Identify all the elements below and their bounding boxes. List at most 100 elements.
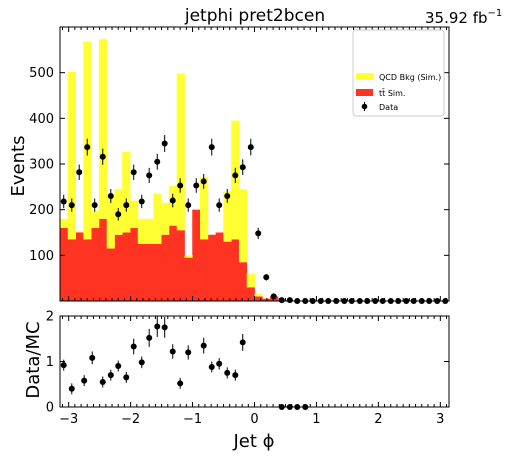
ttbar-bar-21 [223, 241, 232, 301]
chart-title: jetphi pret2bcen [184, 6, 325, 26]
bottom-y-tick-label-0: 0 [46, 401, 54, 416]
data-point-1 [68, 198, 75, 212]
qcd-bar-25 [254, 294, 263, 297]
ratio-point-4 [99, 376, 106, 388]
ratio-point-marker-0 [60, 362, 67, 369]
ttbar-bar-4 [91, 227, 100, 301]
qcd-bar-5 [98, 38, 108, 219]
ratio-point-10 [146, 328, 153, 347]
legend-label-data: Data [379, 103, 398, 112]
ratio-point-marker-15 [185, 349, 192, 356]
luminosity-exponent: −1 [488, 8, 503, 19]
data-point-marker-24 [247, 144, 254, 151]
qcd-bar-15 [176, 73, 185, 231]
x-tick-label-6: 3 [436, 412, 444, 427]
ratio-point-19 [224, 367, 231, 379]
legend-label-ttbar: tt̄ Sim. [379, 88, 405, 98]
ratio-point-marker-3 [89, 354, 96, 361]
qcd-bar-18 [200, 176, 209, 240]
ttbar-bar-13 [161, 234, 170, 301]
top-axes: 100 200 300 400 500 [29, 26, 450, 302]
data-point-marker-3 [84, 144, 91, 151]
data-point-16 [185, 198, 192, 212]
y-axis-label-top: Events [8, 136, 29, 197]
ratio-point-marker-10 [146, 334, 153, 341]
ttbar-bar-10 [137, 243, 146, 301]
ratio-point-20 [232, 369, 239, 381]
data-point-marker-20 [216, 202, 223, 209]
y-axis-label-bottom: Data/MC [23, 321, 44, 398]
ttbar-bar-8 [122, 232, 131, 301]
legend-marker-data [361, 102, 368, 111]
ratio-point-marker-21 [239, 339, 246, 346]
data-point-21 [224, 189, 231, 203]
legend-swatch-ttbar [356, 89, 373, 96]
ratio-point-marker-7 [123, 374, 130, 381]
data-point-marker-19 [208, 144, 215, 151]
data-point-27 [270, 293, 277, 300]
ratio-point-marker-18 [216, 360, 223, 367]
ttbar-bar-3 [83, 239, 92, 301]
x-tick-label-2: −1 [183, 412, 202, 427]
data-point-marker-9 [130, 169, 137, 176]
bottom-y-tick-label-2: 2 [46, 310, 54, 325]
data-point-23 [239, 159, 246, 176]
top-histogram [60, 38, 279, 301]
qcd-bar-16 [184, 255, 193, 258]
data-point-marker-22 [232, 172, 239, 179]
qcd-bar-1 [67, 71, 76, 240]
data-point-marker-16 [185, 202, 192, 209]
ratio-point-marker-20 [232, 372, 239, 379]
ratio-point-marker-2 [81, 377, 88, 384]
qcd-bar-9 [130, 200, 139, 228]
ratio-point-1 [68, 383, 75, 395]
ttbar-bar-11 [145, 243, 154, 301]
ratio-point-9 [138, 356, 145, 369]
ratio-point-marker-12 [161, 324, 168, 331]
ratio-point-marker-17 [208, 363, 215, 370]
ttbar-bar-15 [176, 230, 185, 301]
data-point-25 [255, 227, 262, 239]
ratio-point-16 [200, 337, 207, 354]
legend-frame [352, 29, 445, 117]
ratio-point-17 [208, 361, 215, 373]
ttbar-bar-1 [67, 239, 76, 301]
ratio-point-marker-5 [107, 372, 114, 379]
data-point-20 [216, 198, 223, 212]
ratio-point-marker-11 [154, 323, 161, 330]
x-tick-label-3: 0 [250, 412, 258, 427]
x-tick-label-4: 1 [312, 412, 320, 427]
ratio-point-13 [169, 344, 176, 359]
data-point-9 [130, 164, 137, 180]
qcd-bar-21 [223, 191, 232, 242]
data-point-11 [146, 167, 153, 183]
ratio-point-marker-1 [68, 385, 75, 392]
data-point-7 [115, 207, 122, 221]
data-point-marker-4 [91, 202, 98, 209]
ratio-point-marker-6 [115, 363, 122, 370]
ratio-point-8 [130, 338, 137, 355]
data-point-12 [154, 153, 161, 170]
ratio-point-marker-19 [224, 369, 231, 376]
qcd-bar-2 [75, 231, 84, 233]
top-y-tick-label-1: 200 [29, 203, 54, 218]
qcd-bar-12 [153, 193, 162, 244]
ttbar-bar-9 [130, 227, 139, 301]
ratio-point-12 [161, 317, 168, 338]
legend-label-qcd: QCD Bkg (Sim.) [379, 73, 441, 82]
data-point-marker-28 [278, 297, 285, 304]
ratio-point-2 [81, 375, 88, 387]
data-point-marker-1 [68, 202, 75, 209]
data-point-marker-2 [76, 169, 83, 176]
data-point-3 [84, 138, 91, 156]
top-y-tick-label-3: 400 [29, 112, 54, 127]
data-point-26 [263, 273, 270, 281]
ratio-point-15 [185, 345, 192, 360]
data-point-13 [161, 134, 168, 152]
qcd-bar-11 [145, 218, 154, 244]
ttbar-bar-25 [254, 296, 263, 301]
ratio-data-points [60, 315, 309, 410]
x-tick-label-0: −3 [59, 412, 78, 427]
ratio-point-marker-8 [130, 343, 137, 350]
